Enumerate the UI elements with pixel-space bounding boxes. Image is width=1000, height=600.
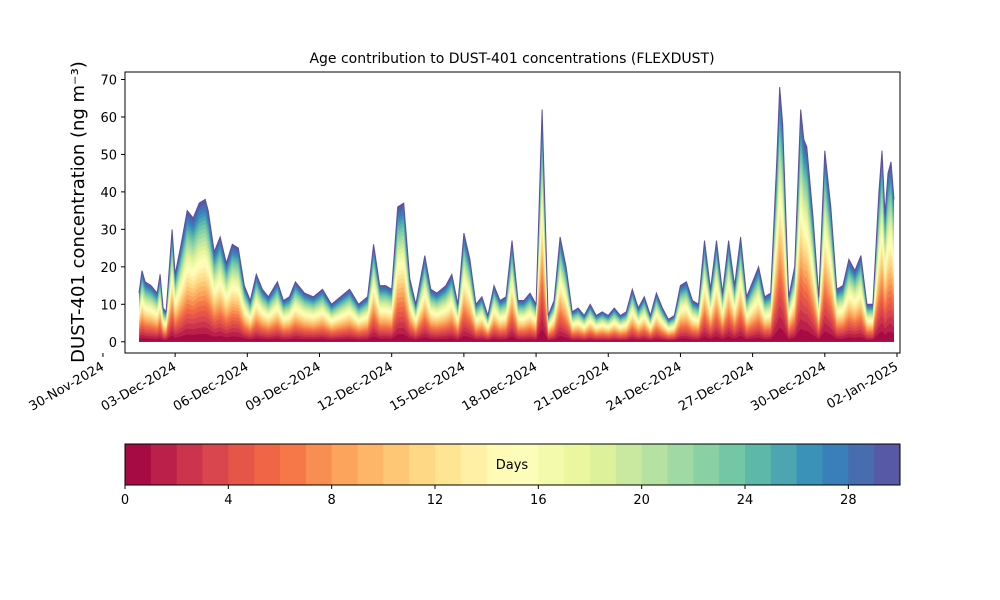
plot-border [124,71,901,354]
colorbar-tick-label: 28 [840,493,857,508]
x-tick-label: 02-Jan-2025 [824,359,901,412]
colorbar-bin [486,444,513,485]
y-tick-label: 30 [100,223,117,238]
colorbar-bin [435,444,462,485]
x-tick-label: 06-Dec-2024 [171,359,251,414]
x-tick-label: 27-Dec-2024 [676,359,756,414]
colorbar-tick-label: 16 [530,493,547,508]
colorbar-tick-label: 4 [224,493,232,508]
colorbar-tick-label: 12 [427,493,444,508]
colorbar-tick-label: 0 [121,493,129,508]
colorbar-bin [460,444,488,485]
colorbar-tick-label: 8 [328,493,336,508]
colorbar-bin [331,444,358,485]
x-axis: 30-Nov-202403-Dec-202406-Dec-202409-Dec-… [27,353,901,415]
colorbar-bin [796,444,823,485]
colorbar-bin [512,444,539,485]
colorbar-bin [719,444,746,485]
y-tick-label: 0 [109,336,117,351]
colorbar-bin [848,444,875,485]
colorbar-tick-label: 20 [633,493,650,508]
y-tick-label: 70 [100,73,117,88]
colorbar-bin [409,444,436,485]
colorbar-bin [590,444,617,485]
age-stack-layers [138,86,895,342]
total-line [138,86,895,321]
colorbar-bin [615,444,643,485]
y-tick-label: 60 [100,111,117,126]
x-tick-label: 24-Dec-2024 [604,359,684,414]
y-axis: 0 10 20 30 40 50 60 70 [100,73,125,351]
age-layer-1 [139,327,894,342]
y-tick-label: 20 [100,261,117,276]
colorbar-bin [538,444,565,485]
colorbar-bin [693,444,720,485]
colorbar-bin [874,444,901,485]
y-axis-label: DUST-401 concentration (ng m⁻³) [68,61,89,363]
x-tick-label: 15-Dec-2024 [387,359,467,414]
colorbar-bin [564,444,591,485]
y-tick-label: 10 [100,298,117,313]
x-tick-label: 12-Dec-2024 [315,359,395,414]
x-tick-label: 30-Nov-2024 [27,359,107,414]
colorbar-bin [176,444,203,485]
colorbar-bin [383,444,410,485]
plot-frame [124,71,901,354]
colorbar-bin [641,444,668,485]
colorbar-tick-label: 24 [737,493,754,508]
colorbar-bin [150,444,178,485]
colorbar-bin [822,444,849,485]
age-layer-2 [139,316,894,342]
colorbar-bin [202,444,229,485]
colorbar-bin [125,444,152,485]
x-tick-label: 03-Dec-2024 [99,359,179,414]
y-tick-label: 40 [100,186,117,201]
colorbar-ticks: 0 4 8 12 16 20 24 28 [121,485,857,508]
colorbar-bin [228,444,255,485]
x-tick-label: 21-Dec-2024 [532,359,612,414]
colorbar-bin [745,444,772,485]
colorbar-bin [667,444,694,485]
chart-title: Age contribution to DUST-401 concentrati… [309,51,714,67]
x-tick-label: 18-Dec-2024 [460,359,540,414]
colorbar-bin [254,444,281,485]
age-colorbar [124,443,901,486]
y-tick-label: 50 [100,148,117,163]
colorbar-bin [280,444,307,485]
colorbar-label: Days [496,458,529,473]
x-tick-label: 30-Dec-2024 [748,359,828,414]
colorbar-border [124,443,901,486]
colorbar-bin [305,444,333,485]
colorbar-bin [357,444,384,485]
x-tick-label: 09-Dec-2024 [243,359,323,414]
colorbar-bin [770,444,798,485]
